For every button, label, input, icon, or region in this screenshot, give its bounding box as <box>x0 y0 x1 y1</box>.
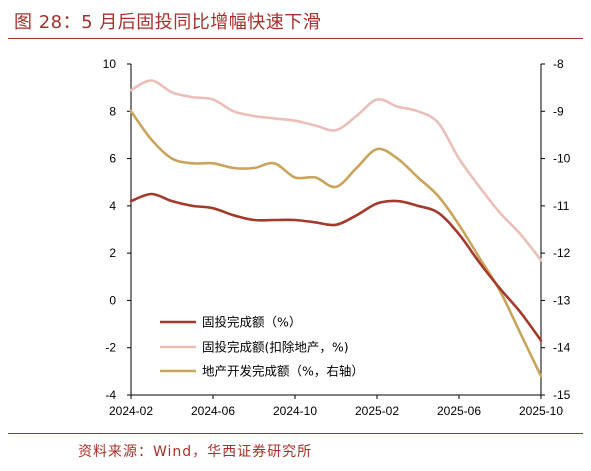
right-tick-label: -12 <box>553 246 571 260</box>
chart-series <box>129 79 543 378</box>
series-line-fixed-investment <box>129 192 543 342</box>
x-tick-label: 2025-02 <box>355 404 399 418</box>
left-tick-label: 0 <box>109 293 116 307</box>
left-tick-label: 8 <box>109 104 116 118</box>
right-tick-label: -13 <box>553 293 571 307</box>
left-tick-label: -2 <box>105 341 116 355</box>
x-tick-label: 2025-06 <box>437 404 481 418</box>
right-tick-label: -9 <box>553 104 564 118</box>
left-tick-label: 10 <box>103 57 117 71</box>
left-tick-label: 6 <box>109 152 116 166</box>
series-line-property-development <box>129 110 543 378</box>
right-tick-label: -8 <box>553 57 564 71</box>
series-line-fixed-investment-ex-property <box>129 79 543 262</box>
x-tick-label: 2024-02 <box>109 404 153 418</box>
x-tick-label: 2024-06 <box>191 404 235 418</box>
source-note: 资料来源：Wind，华西证券研究所 <box>78 444 313 460</box>
left-tick-label: 4 <box>109 199 116 213</box>
legend-item-fixed-investment-ex-property-label: 固投完成额(扣除地产，%) <box>202 340 349 355</box>
x-tick-label: 2024-10 <box>273 404 317 418</box>
source-divider <box>8 433 583 434</box>
title-divider <box>8 38 583 39</box>
chart-legend: 固投完成额（%） 固投完成额(扣除地产，%) 地产开发完成额（%，右轴） <box>160 315 364 379</box>
legend-item-property-development-label: 地产开发完成额（%，右轴） <box>202 364 364 379</box>
right-tick-label: -10 <box>553 152 571 166</box>
right-tick-label: -14 <box>553 341 571 355</box>
x-tick-label: 2025-10 <box>519 404 563 418</box>
left-tick-label: 2 <box>109 246 116 260</box>
legend-item-fixed-investment-label: 固投完成额（%） <box>202 315 301 330</box>
right-tick-label: -15 <box>553 388 571 402</box>
chart-axes: 10 8 6 4 2 0 -2 -4 -8 -9 -10 -11 -12 -13 -14 -15 2024-02… <box>103 57 571 418</box>
chart-title: 图 28：5 月后固投同比增幅快速下滑 <box>14 12 322 33</box>
left-tick-label: -4 <box>105 388 116 402</box>
right-tick-label: -11 <box>553 199 570 213</box>
